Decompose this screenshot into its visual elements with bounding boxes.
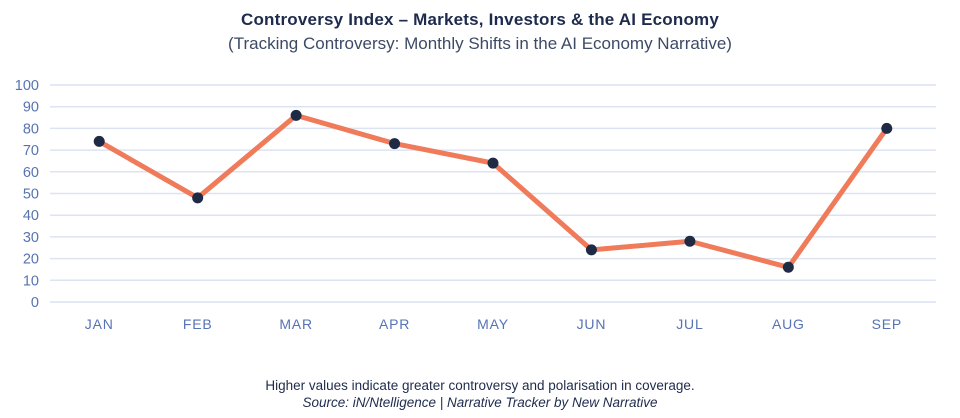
x-tick-label: AUG <box>772 316 805 332</box>
chart-svg: 0 10 20 30 40 50 60 70 80 90 100 JAN FEB MAR APR MAY JUN… <box>15 78 936 332</box>
footer-note: Higher values indicate greater controver… <box>265 378 695 393</box>
x-tick-label: SEP <box>872 316 902 332</box>
data-point <box>389 138 401 150</box>
data-point <box>881 122 893 134</box>
data-point <box>93 135 105 147</box>
line-chart: 0 10 20 30 40 50 60 70 80 90 100 JAN FEB MAR APR MAY JUN… <box>0 72 960 347</box>
chart-subtitle: (Tracking Controversy: Monthly Shifts in… <box>228 34 732 53</box>
x-tick-label: MAR <box>279 316 313 332</box>
x-tick-label: MAY <box>477 316 509 332</box>
y-tick-label: 100 <box>15 78 39 94</box>
y-tick-label: 40 <box>23 208 39 224</box>
y-tick-label: 60 <box>23 165 39 181</box>
y-tick-label: 0 <box>31 295 39 311</box>
data-point <box>487 157 499 169</box>
y-tick-label: 90 <box>23 100 39 116</box>
x-tick-label: JUL <box>676 316 703 332</box>
data-point <box>192 192 204 204</box>
series-line <box>96 112 890 270</box>
y-tick-label: 30 <box>23 230 39 246</box>
data-point <box>585 244 597 256</box>
y-tick-label: 80 <box>23 121 39 137</box>
footer-source: Source: iN/Ntelligence | Narrative Track… <box>302 395 658 410</box>
y-tick-label: 10 <box>23 273 39 289</box>
chart-footer: Higher values indicate greater controver… <box>0 377 960 412</box>
y-tick-label: 70 <box>23 143 39 159</box>
x-tick-label: JUN <box>577 316 607 332</box>
data-point <box>782 261 794 273</box>
chart-title: Controversy Index – Markets, Investors &… <box>240 10 719 29</box>
data-point <box>290 109 302 121</box>
x-tick-label: FEB <box>183 316 213 332</box>
y-tick-label: 20 <box>23 252 39 268</box>
data-point <box>684 235 696 247</box>
x-tick-label: JAN <box>85 316 114 332</box>
y-tick-label: 50 <box>23 187 39 203</box>
x-tick-label: APR <box>379 316 410 332</box>
chart-header: Controversy Index – Markets, Investors &… <box>0 0 960 56</box>
